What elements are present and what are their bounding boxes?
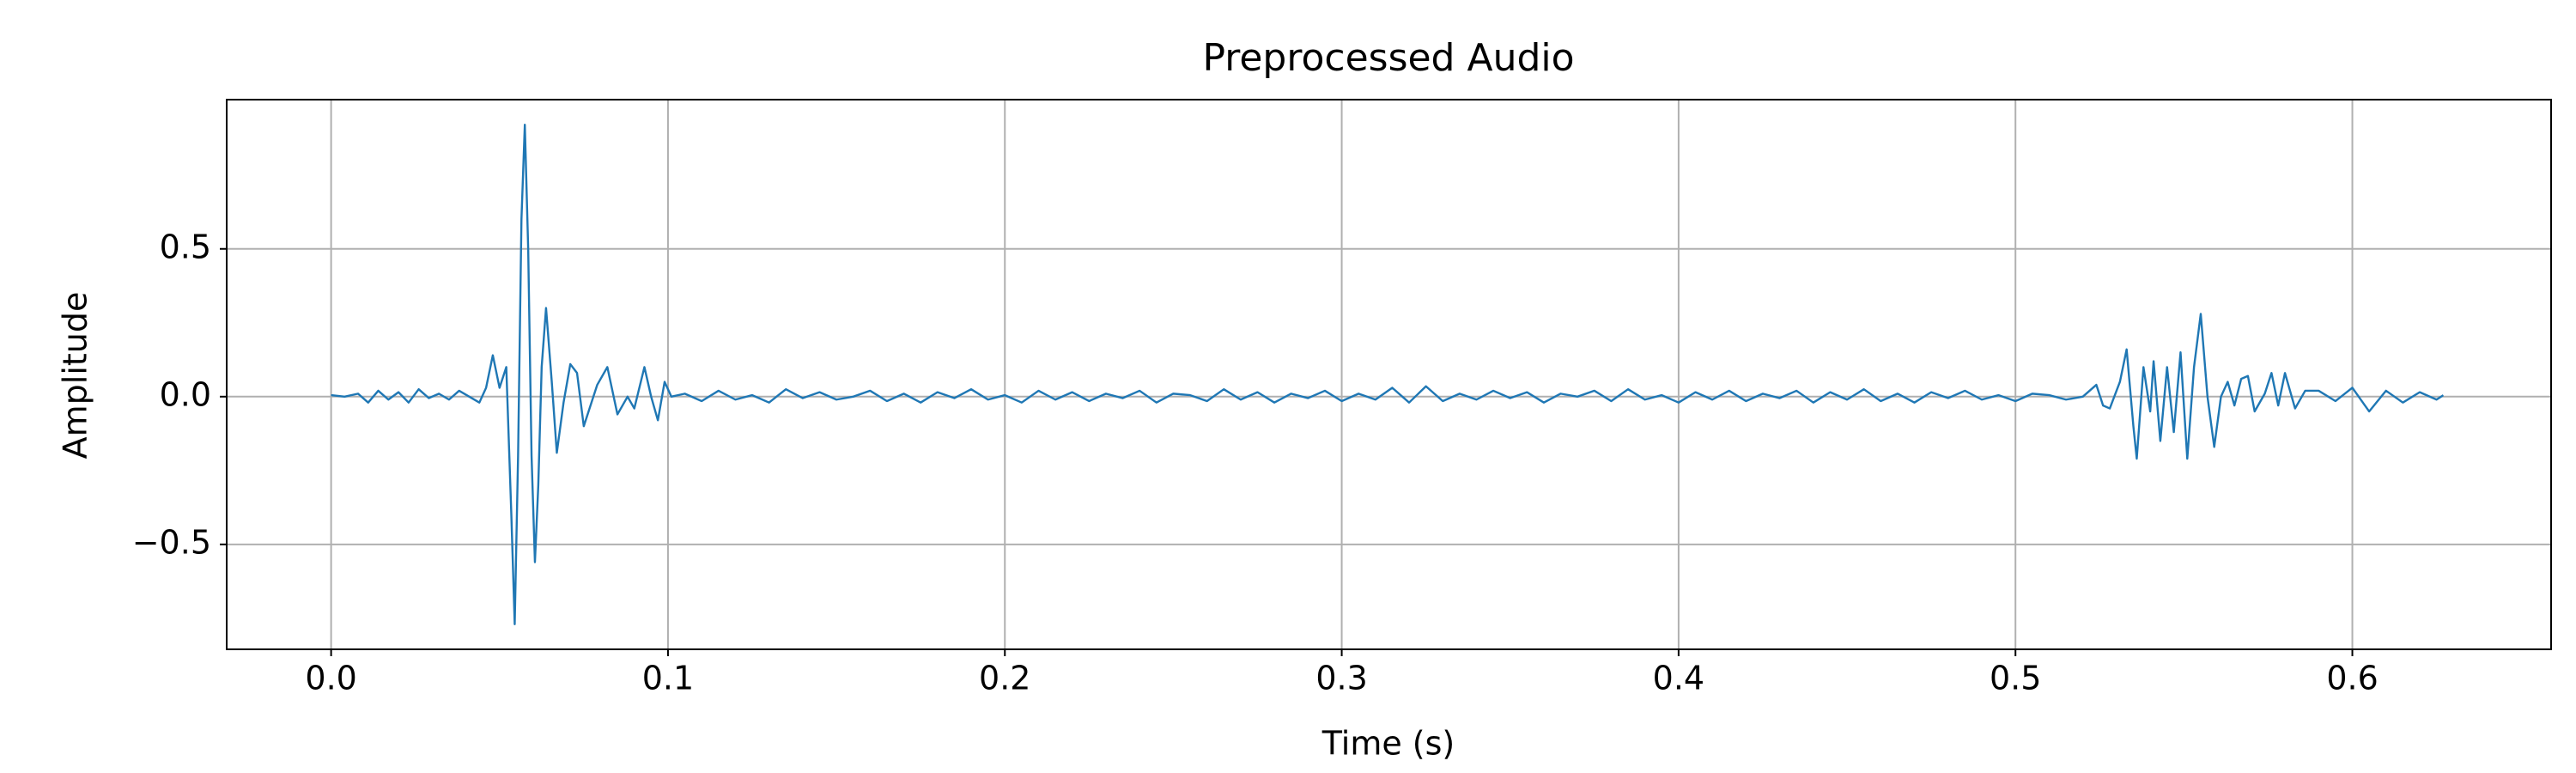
x-axis-label: Time (s) (1321, 725, 1455, 763)
chart-title: Preprocessed Audio (1202, 36, 1574, 80)
y-tick-label: 0.5 (160, 228, 211, 265)
x-tick-label: 0.2 (979, 660, 1030, 697)
y-tick-label: −0.5 (132, 523, 211, 561)
x-tick-label: 0.5 (1990, 660, 2041, 697)
x-tick-label: 0.0 (305, 660, 356, 697)
x-tick-label: 0.3 (1315, 660, 1367, 697)
waveform-line (331, 124, 2445, 625)
x-tick-label: 0.6 (2326, 660, 2378, 697)
y-axis-label: Amplitude (57, 292, 94, 460)
x-tick-label: 0.1 (642, 660, 694, 697)
plot-frame (226, 99, 2552, 650)
y-tick-label: 0.0 (160, 375, 211, 413)
x-tick-label: 0.4 (1653, 660, 1704, 697)
